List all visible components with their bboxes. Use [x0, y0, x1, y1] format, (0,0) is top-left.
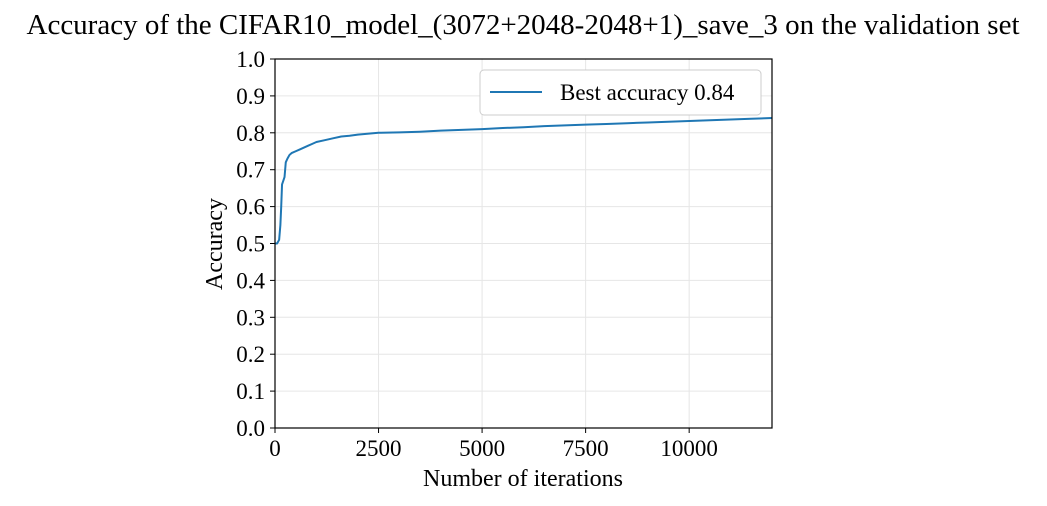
series-line	[275, 117, 773, 245]
y-tick-label: 0.7	[236, 158, 265, 183]
y-tick-label: 0.6	[236, 195, 265, 220]
y-tick-label: 0.3	[236, 305, 265, 330]
tick-layer: 0.0 0.1 0.2 0.3 0.4 0.5 0.6 0.7 0.8 0.9 1.0 0 2500 50…	[236, 47, 718, 461]
y-tick-label: 0.4	[236, 268, 265, 293]
y-tick-label: 0.5	[236, 232, 265, 257]
y-tick-label: 0.1	[236, 379, 265, 404]
legend-box	[479, 69, 762, 116]
legend-label: Best accuracy 0.84	[560, 80, 735, 105]
x-tick-label: 7500	[563, 436, 609, 461]
chart-title: Accuracy of the CIFAR10_model_(3072+2048…	[27, 9, 1020, 41]
y-tick-label: 0.2	[236, 342, 265, 367]
y-tick-label: 0.8	[236, 121, 265, 146]
y-tick-label: 1.0	[236, 47, 265, 72]
x-tick-label: 2500	[356, 436, 402, 461]
x-tick-label: 10000	[660, 436, 718, 461]
series-layer	[275, 117, 773, 245]
y-tick-label: 0.9	[236, 84, 265, 109]
legend: Best accuracy 0.84	[479, 69, 762, 116]
x-tick-label: 5000	[459, 436, 505, 461]
y-axis-label: Accuracy	[202, 198, 228, 290]
x-tick-label: 0	[269, 436, 281, 461]
x-axis-label: Number of iterations	[423, 466, 623, 492]
y-tick-label: 0.0	[236, 416, 265, 441]
